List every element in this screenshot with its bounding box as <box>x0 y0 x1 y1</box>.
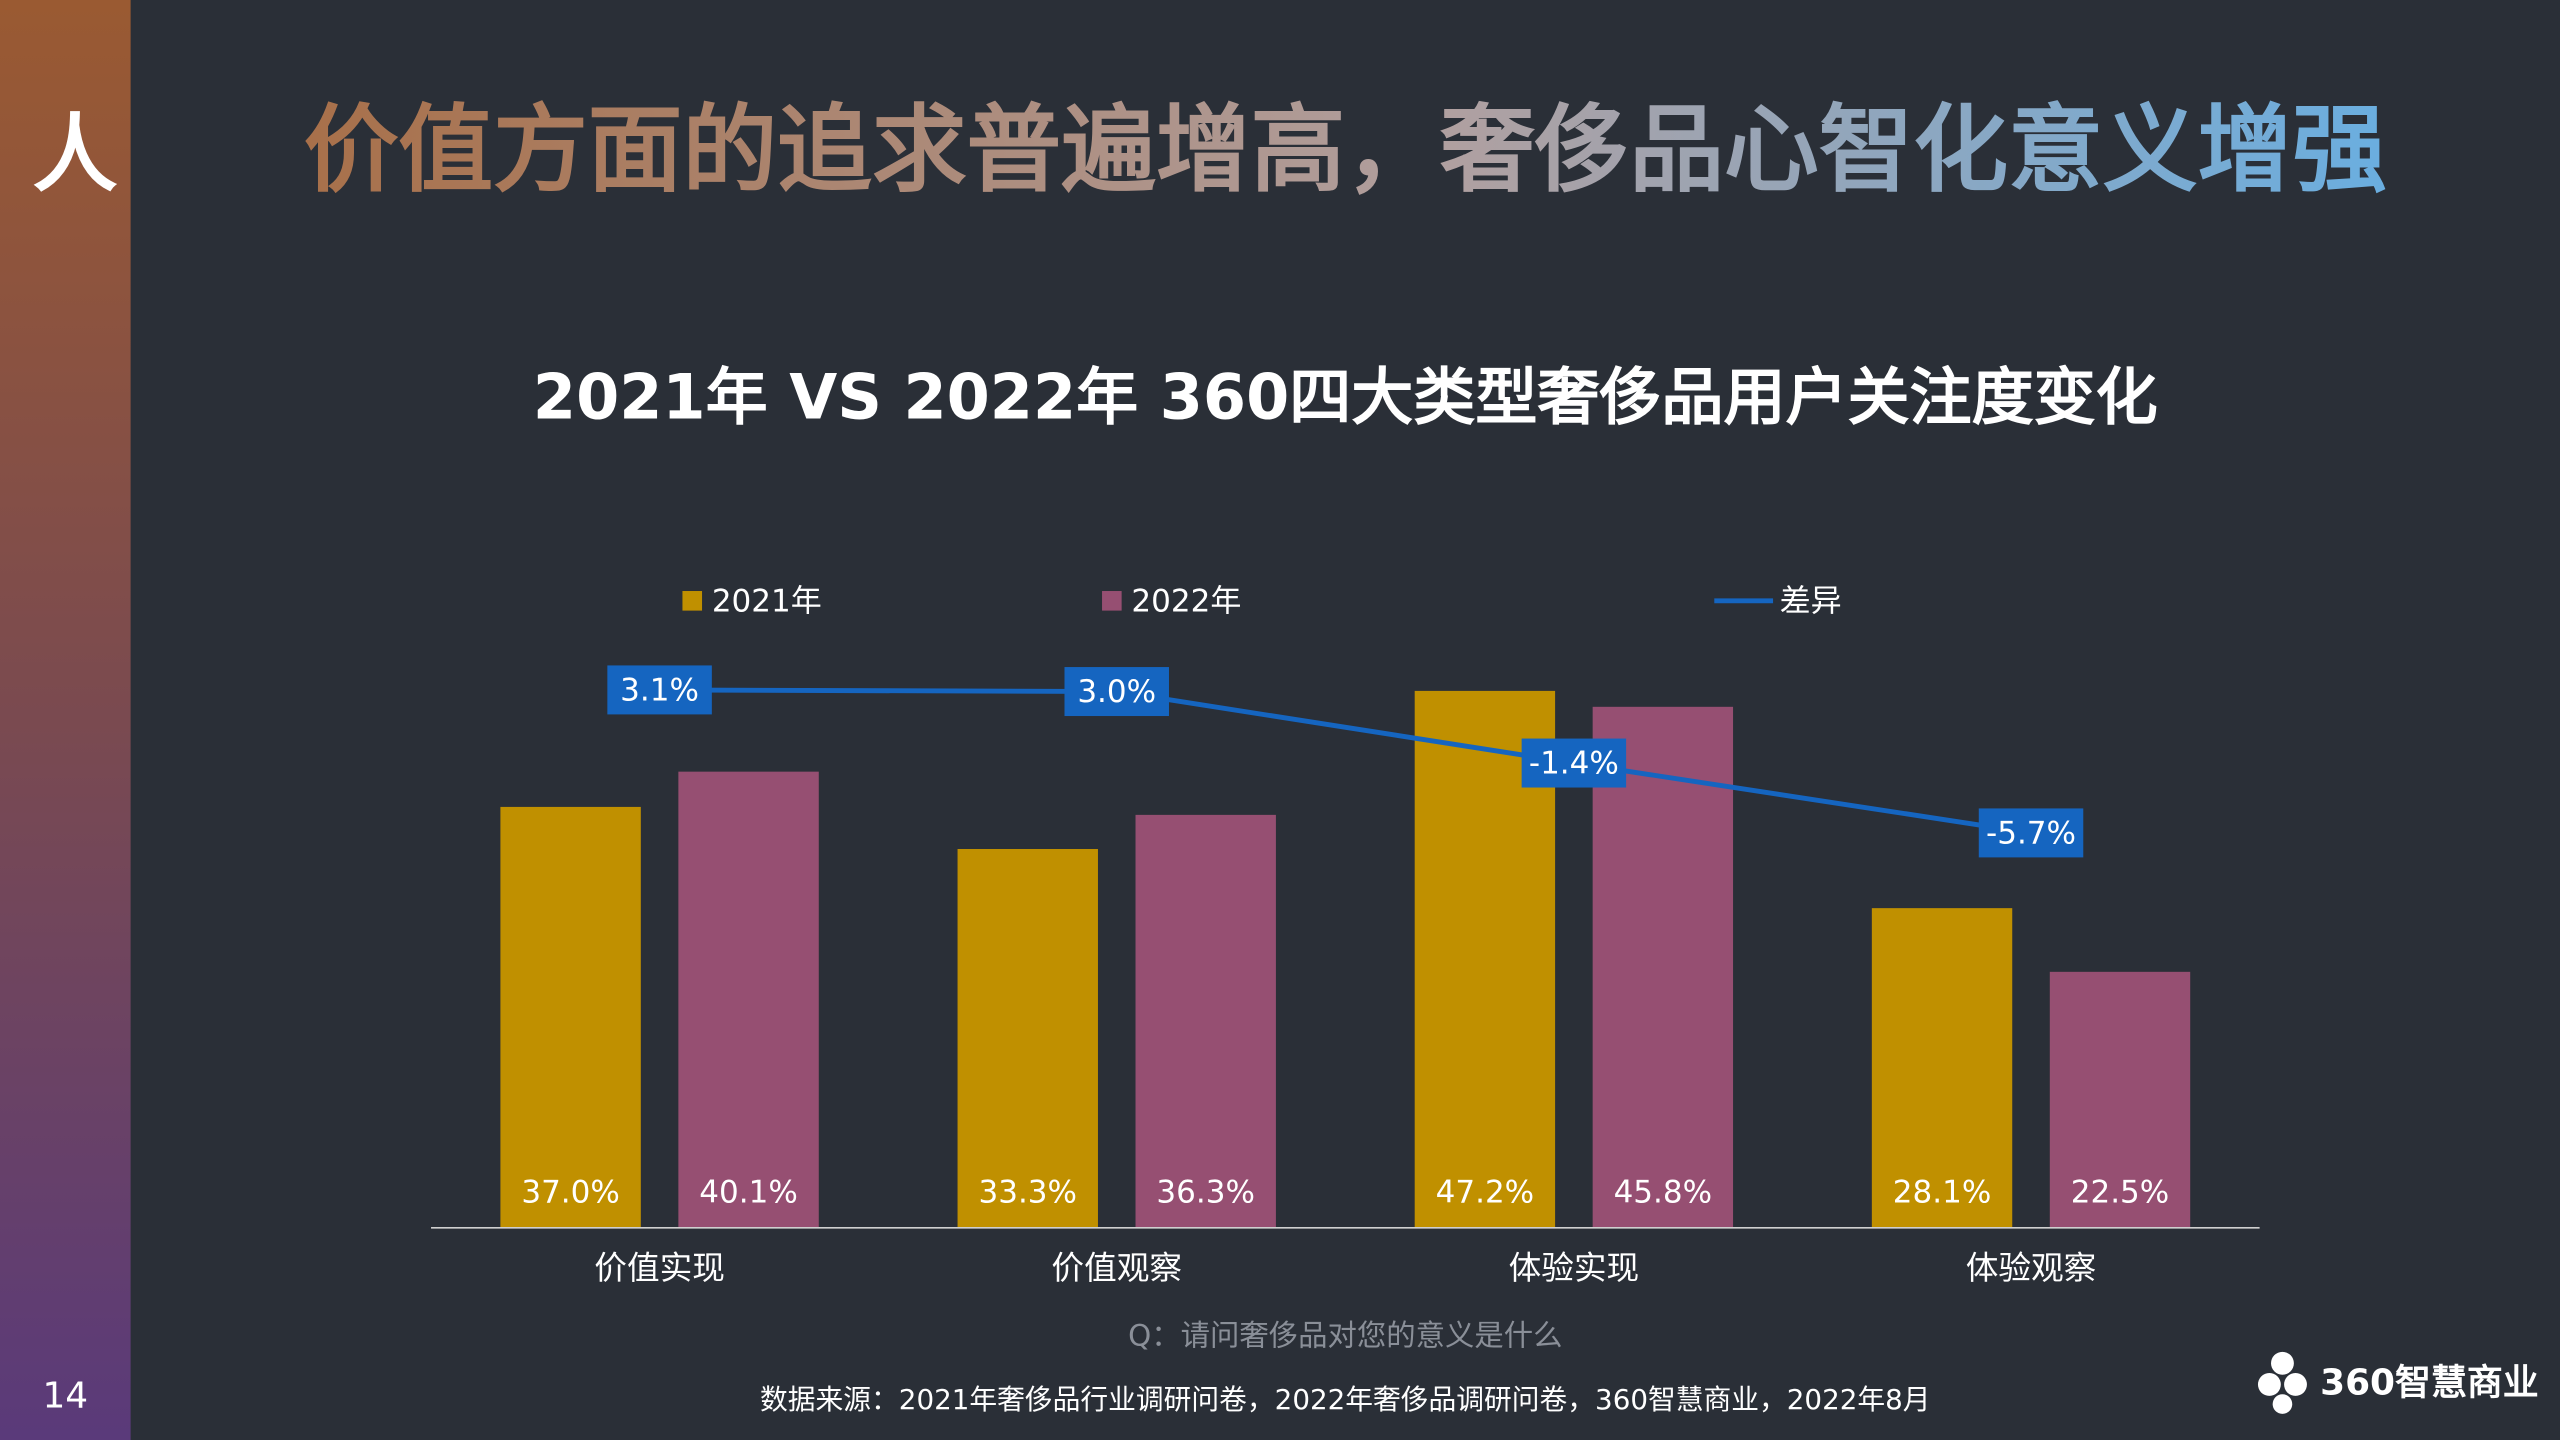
line-label-box <box>1978 808 2084 858</box>
page-number: 14 <box>42 1376 88 1417</box>
line-value-label: 3.0% <box>1077 674 1156 710</box>
question: Q：请问奢侈品对您的意义是什么 <box>1128 1319 1562 1353</box>
logo-text: 360智慧商业 <box>2320 1362 2539 1403</box>
bar <box>500 806 641 1228</box>
bar <box>1592 706 1734 1228</box>
x-tick-label: 价值实现 <box>594 1249 725 1287</box>
bar-value-label: 28.1% <box>1893 1174 1992 1210</box>
bar-value-label: 33.3% <box>978 1174 1077 1210</box>
bar-value-label: 47.2% <box>1436 1174 1535 1210</box>
brand-logo: 360智慧商业 <box>2257 1351 2539 1414</box>
side-strip <box>0 0 131 1440</box>
chart-title: 2021年 VS 2022年 360四大类型奢侈品用户关注度变化 <box>533 361 2158 434</box>
source: 数据来源：2021年奢侈品行业调研问卷，2022年奢侈品调研问卷，360智慧商业… <box>760 1383 1931 1416</box>
legend-label: 差异 <box>1780 583 1842 619</box>
headline: 价值方面的追求普遍增高，奢侈品心智化意义增强 <box>304 96 2387 206</box>
x-tick-label: 体验观察 <box>1966 1249 2097 1287</box>
logo-petal <box>2257 1373 2281 1396</box>
legend-swatch <box>1102 591 1122 611</box>
bar-value-label: 22.5% <box>2071 1174 2170 1210</box>
legend-label: 2022年 <box>1131 583 1241 619</box>
bar-value-label: 40.1% <box>699 1174 798 1210</box>
line-label-box <box>607 665 712 715</box>
bar-value-label: 45.8% <box>1614 1174 1713 1210</box>
line-value-label: -1.4% <box>1529 746 1619 782</box>
line-value-label: -5.7% <box>1986 816 2076 852</box>
line-label-box <box>1521 738 1627 788</box>
bar-value-label: 37.0% <box>521 1174 620 1210</box>
line-label-box <box>1064 667 1169 717</box>
line-value-label: 3.1% <box>620 673 699 709</box>
bar <box>1871 908 2013 1228</box>
bar <box>678 771 819 1228</box>
logo-petal <box>2271 1351 2294 1375</box>
line <box>659 687 2032 836</box>
x-tick-label: 体验实现 <box>1509 1249 1640 1287</box>
bar <box>957 848 1098 1228</box>
logo-icon: 人 <box>33 105 118 204</box>
x-tick-label: 价值观察 <box>1051 1249 1182 1287</box>
bar <box>1135 814 1276 1228</box>
legend-label: 2021年 <box>712 583 822 619</box>
logo-petal <box>2284 1373 2307 1396</box>
logo-petal <box>2272 1394 2293 1414</box>
bar-value-label: 36.3% <box>1156 1174 1255 1210</box>
bar <box>2049 971 2191 1228</box>
legend-swatch <box>682 591 703 611</box>
